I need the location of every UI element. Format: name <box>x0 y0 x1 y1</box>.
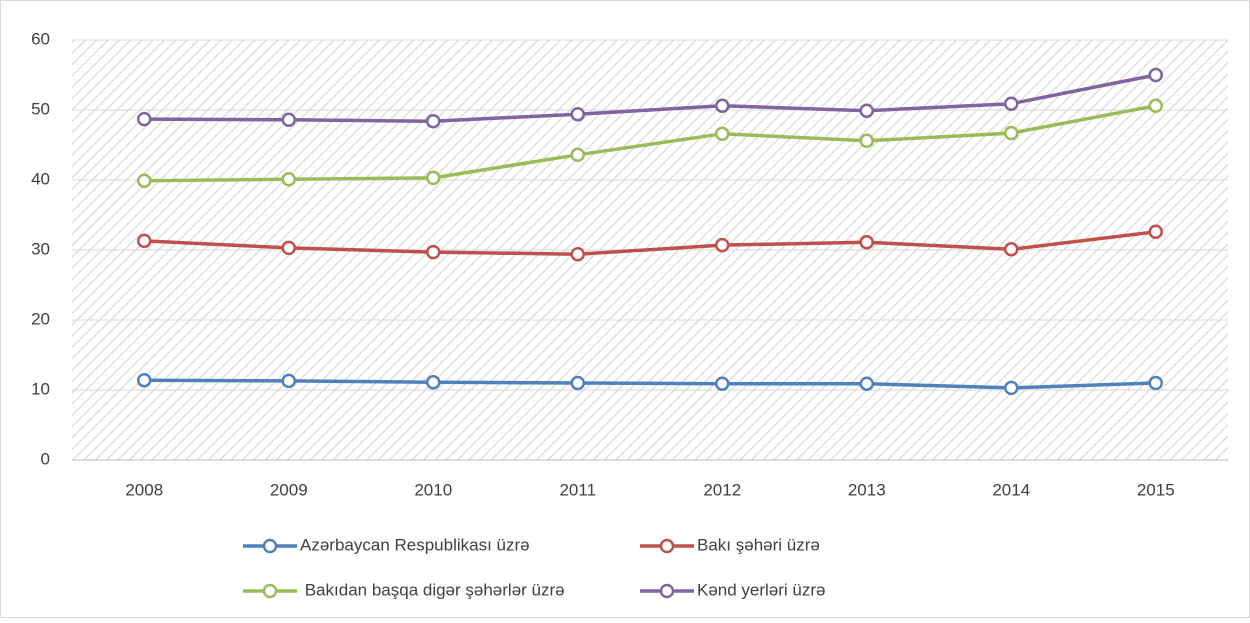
data-point <box>715 126 730 142</box>
legend-marker <box>262 538 278 554</box>
data-point <box>859 103 874 118</box>
x-tick-label: 2012 <box>703 480 741 499</box>
data-point <box>570 147 585 163</box>
data-point <box>570 246 585 262</box>
y-tick-label: 60 <box>31 29 50 48</box>
y-tick-label: 30 <box>31 239 50 258</box>
data-point <box>137 233 152 249</box>
data-point <box>1148 67 1163 83</box>
data-point <box>1148 224 1163 240</box>
series-line <box>144 378 1156 390</box>
data-point <box>1004 380 1019 396</box>
legend-marker <box>659 583 675 599</box>
legend-marker <box>262 583 278 599</box>
y-tick-label: 10 <box>31 379 50 398</box>
data-point <box>1004 96 1019 111</box>
data-point <box>426 113 441 129</box>
data-point <box>281 112 296 128</box>
legend-marker <box>659 538 675 554</box>
data-point <box>715 237 730 253</box>
data-point <box>137 372 152 388</box>
data-point <box>137 111 152 127</box>
legend-label: Kənd yerləri üzrə <box>697 580 826 599</box>
x-tick-label: 2014 <box>992 480 1030 499</box>
data-point <box>426 375 441 390</box>
data-point <box>859 376 874 391</box>
series-line <box>144 230 1156 256</box>
data-point <box>426 170 441 186</box>
data-point <box>281 373 296 389</box>
legend-label: Bakıdan başqa digər şəhərlər üzrə <box>300 580 565 599</box>
data-point <box>859 133 874 149</box>
x-tick-label: 2015 <box>1137 480 1175 499</box>
data-point <box>570 375 585 391</box>
data-point <box>859 235 874 250</box>
legend-label: Azərbaycan Respublikası üzrə <box>300 535 530 554</box>
data-point <box>1004 125 1019 141</box>
x-tick-label: 2010 <box>414 480 452 499</box>
data-point <box>1148 98 1163 114</box>
y-tick-label: 50 <box>31 99 50 118</box>
data-point <box>1004 242 1019 257</box>
series-line <box>144 104 1157 183</box>
x-tick-label: 2008 <box>125 480 163 499</box>
series-line <box>144 73 1157 123</box>
data-point <box>715 98 730 114</box>
data-point <box>1148 375 1163 391</box>
y-tick-label: 40 <box>31 169 50 188</box>
data-point <box>426 244 441 260</box>
data-point <box>137 173 152 188</box>
data-point <box>281 172 296 187</box>
x-tick-label: 2013 <box>848 480 886 499</box>
data-point <box>570 106 585 122</box>
x-tick-label: 2011 <box>559 480 596 499</box>
y-tick-label: 0 <box>41 449 50 468</box>
x-tick-label: 2009 <box>270 480 308 499</box>
legend-label: Bakı şəhəri üzrə <box>697 535 820 554</box>
data-point <box>281 240 296 256</box>
y-tick-label: 20 <box>31 309 50 328</box>
data-point <box>715 376 730 391</box>
